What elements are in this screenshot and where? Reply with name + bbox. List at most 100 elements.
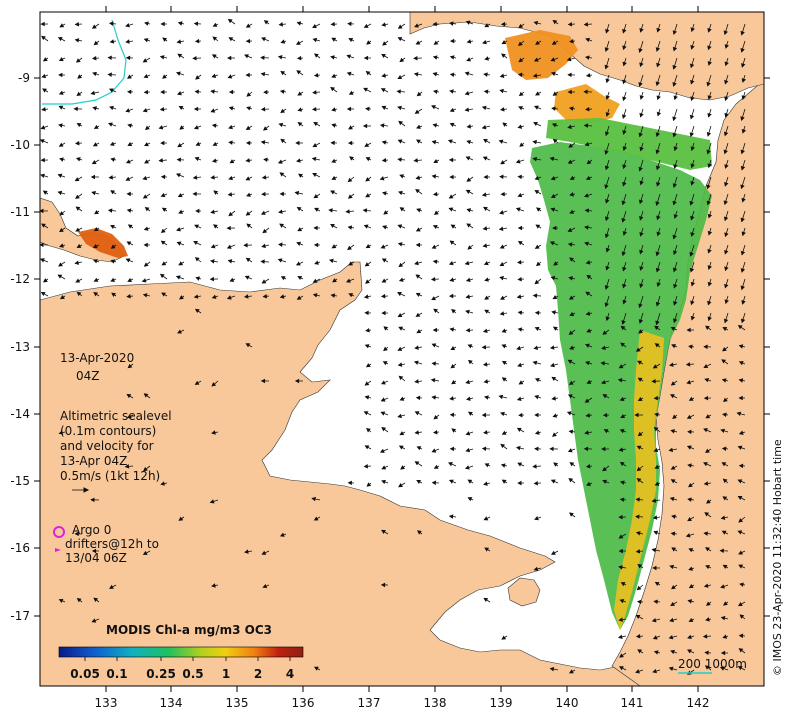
velocity-arrow-head: [261, 37, 266, 42]
velocity-arrow-head: [42, 190, 48, 195]
velocity-arrow-head: [737, 496, 743, 501]
velocity-arrow-head: [501, 479, 507, 484]
velocity-arrow-head: [211, 73, 217, 78]
velocity-arrow-head: [550, 193, 556, 198]
velocity-arrow-head: [141, 278, 147, 283]
velocity-arrow-head: [278, 242, 283, 247]
velocity-arrow-head: [706, 149, 711, 155]
velocity-arrow-head: [567, 227, 573, 232]
velocity-arrow-head: [311, 106, 317, 112]
velocity-arrow-head: [722, 346, 727, 352]
velocity-arrow-head: [125, 258, 131, 263]
velocity-arrow-head: [517, 276, 522, 282]
velocity-arrow-head: [567, 22, 573, 27]
lon-axis: 133 134 135 136 137 138 139 140 141 142: [95, 6, 709, 710]
velocity-arrow-head: [464, 71, 470, 76]
chlorophyll-orange-north2: [554, 84, 620, 124]
velocity-arrow-head: [330, 55, 335, 60]
velocity-arrow-head: [481, 412, 487, 418]
velocity-arrow-head: [381, 310, 386, 316]
velocity-arrow-head: [160, 174, 166, 180]
velocity-arrow-head: [366, 482, 372, 487]
velocity-arrow-head: [652, 565, 657, 571]
argo-marker-icon: [53, 526, 65, 538]
velocity-arrow-head: [741, 95, 746, 100]
velocity-arrow-head: [91, 24, 97, 29]
velocity-arrow-head: [398, 483, 403, 488]
velocity-arrow-head: [414, 23, 419, 28]
velocity-arrow-head: [552, 295, 558, 300]
velocity-arrow-head: [178, 105, 184, 111]
velocity-arrow-head: [651, 547, 657, 553]
velocity-arrow-head: [482, 39, 487, 45]
velocity-arrow-head: [618, 534, 624, 539]
velocity-arrow-head: [551, 550, 556, 555]
velocity-arrow-head: [585, 464, 591, 469]
velocity-arrow-head: [465, 379, 470, 385]
velocity-arrow-head: [483, 260, 489, 266]
velocity-arrow-head: [723, 601, 728, 606]
velocity-arrow-head: [125, 39, 130, 44]
velocity-arrow-head: [398, 326, 404, 331]
velocity-arrow-head: [687, 463, 692, 468]
velocity-arrow-head: [482, 362, 488, 367]
velocity-arrow-head: [158, 158, 163, 163]
velocity-arrow-head: [363, 55, 369, 61]
velocity-arrow-head: [673, 146, 678, 152]
velocity-arrow-head: [724, 249, 729, 255]
velocity-arrow-head: [143, 38, 149, 43]
velocity-arrow-head: [464, 260, 470, 266]
velocity-arrow-head: [413, 360, 419, 365]
lat-tick-label: -9: [18, 71, 30, 85]
velocity-arrow-head: [721, 359, 727, 364]
velocity-arrow-head: [415, 242, 421, 248]
velocity-arrow-head: [160, 192, 166, 198]
velocity-arrow-head: [703, 583, 709, 588]
velocity-arrow-head: [550, 362, 555, 368]
velocity-arrow-head: [348, 90, 354, 95]
velocity-arrow-head: [91, 190, 96, 196]
velocity-arrow-head: [58, 262, 63, 267]
velocity-arrow-head: [552, 225, 557, 231]
velocity-arrow-head: [483, 174, 488, 180]
velocity-arrow-head: [381, 426, 387, 432]
lon-tick-label: 141: [621, 696, 644, 710]
velocity-arrow-head: [605, 112, 610, 117]
velocity-arrow-head: [245, 140, 251, 146]
velocity-arrow-head: [689, 114, 695, 120]
velocity-arrow-head: [719, 666, 725, 671]
velocity-arrow-head: [296, 295, 302, 300]
velocity-arrow-head: [431, 448, 437, 453]
velocity-arrow-head: [314, 207, 319, 212]
velocity-arrow-head: [569, 209, 574, 214]
velocity-arrow-head: [617, 378, 623, 383]
velocity-arrow-head: [534, 190, 540, 195]
velocity-arrow-head: [448, 514, 454, 519]
velocity-arrow-head: [279, 294, 285, 299]
velocity-arrow-head: [706, 132, 712, 137]
velocity-arrow-head: [348, 293, 354, 298]
velocity-arrow-head: [397, 242, 403, 247]
velocity-arrow-head: [431, 480, 437, 486]
velocity-arrow-head: [397, 362, 403, 367]
velocity-arrow-head: [704, 448, 710, 453]
velocity-arrow-head: [213, 224, 218, 229]
velocity-arrow-head: [583, 89, 588, 95]
velocity-arrow-head: [398, 277, 404, 282]
velocity-arrow-head: [125, 55, 131, 61]
velocity-arrow-head: [622, 231, 628, 236]
velocity-arrow-head: [432, 429, 438, 435]
velocity-arrow-head: [92, 244, 98, 249]
velocity-arrow-head: [583, 22, 589, 27]
velocity-arrow-head: [194, 89, 199, 95]
velocity-arrow-head: [618, 617, 623, 622]
velocity-arrow-head: [381, 73, 386, 78]
velocity-arrow-head: [226, 225, 231, 231]
velocity-arrow-head: [689, 63, 695, 69]
velocity-arrow-head: [449, 72, 455, 78]
velocity-arrow-head: [672, 250, 678, 256]
velocity-arrow-head: [381, 140, 387, 145]
velocity-arrow-head: [467, 479, 473, 484]
velocity-arrow-head: [534, 175, 540, 181]
velocity-arrow-head: [551, 106, 556, 111]
